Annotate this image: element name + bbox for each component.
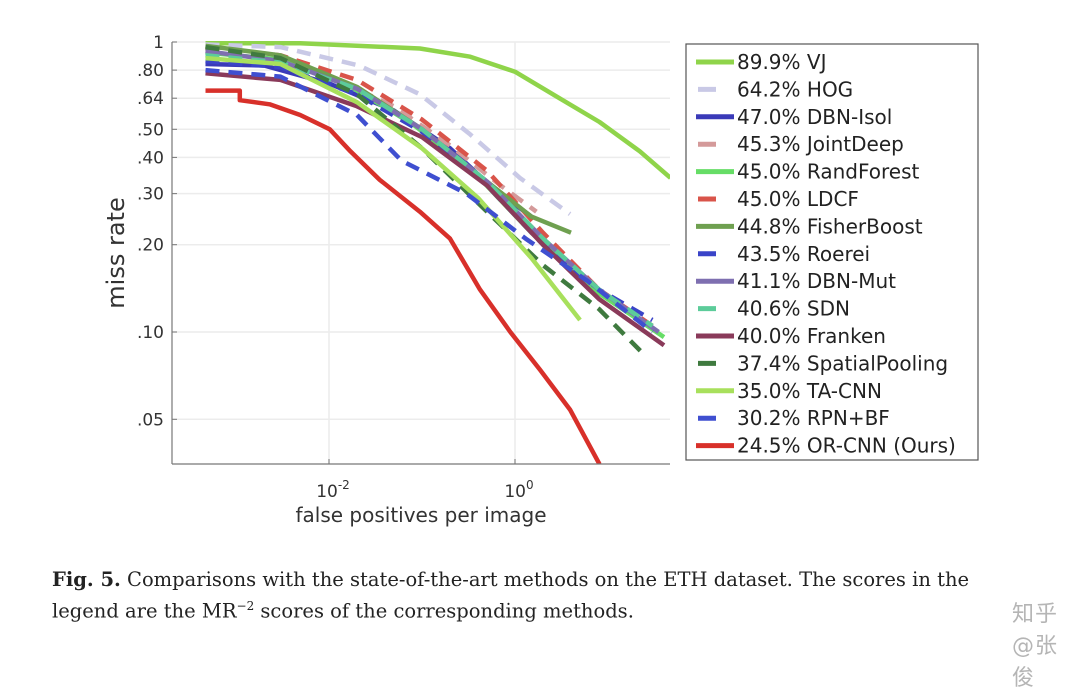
legend-score: 37.4%: [737, 351, 801, 375]
figure-caption: Fig. 5. Comparisons with the state-of-th…: [52, 566, 1042, 625]
legend-name: Franken: [801, 324, 886, 348]
legend-name: HOG: [801, 77, 854, 101]
series-line-or-cnn-ours: [205, 88, 602, 464]
watermark: 知乎 @张俊: [1012, 602, 1059, 691]
legend-score: 41.1%: [737, 269, 801, 293]
legend-entry: 24.5% OR-CNN (Ours): [737, 434, 956, 458]
legend-name: VJ: [801, 50, 827, 74]
caption-fig-label: Fig. 5.: [52, 568, 121, 591]
legend-entry: 45.0% LDCF: [737, 187, 859, 211]
legend-score: 30.2%: [737, 406, 801, 430]
y-tick-label: .64: [137, 89, 164, 109]
legend-name: Roerei: [801, 242, 871, 266]
legend-entry: 41.1% DBN-Mut: [737, 269, 896, 293]
legend-entry: 40.6% SDN: [737, 297, 850, 321]
caption-superscript: −2: [236, 599, 255, 613]
x-axis-label: false positives per image: [295, 503, 546, 527]
legend-entry: 89.9% VJ: [737, 50, 826, 74]
legend-entry: 40.0% Franken: [737, 324, 886, 348]
legend-score: 45.0%: [737, 160, 801, 184]
legend-score: 89.9%: [737, 50, 801, 74]
series-line-rpn-bf: [205, 67, 654, 334]
legend-score: 24.5%: [737, 434, 801, 458]
series-line-franken: [205, 71, 666, 348]
legend-score: 64.2%: [737, 77, 801, 101]
y-tick-label: .40: [137, 148, 164, 168]
legend-name: TA-CNN: [801, 379, 882, 403]
y-axis-label: miss rate: [102, 197, 130, 308]
legend-name: DBN-Mut: [801, 269, 897, 293]
legend-score: 40.6%: [737, 297, 801, 321]
legend-name: OR-CNN (Ours): [801, 434, 956, 458]
legend-entry: 45.0% RandForest: [737, 160, 920, 184]
series-line-vj: [205, 41, 670, 180]
legend-name: RPN+BF: [801, 406, 890, 430]
legend-entry: 47.0% DBN-Isol: [737, 105, 892, 129]
series-line-spatialpooling: [205, 44, 647, 358]
legend-entry: 35.0% TA-CNN: [737, 379, 882, 403]
legend-box: [685, 43, 979, 461]
series-line-ta-cnn: [205, 55, 582, 322]
x-tick-label: 100: [504, 478, 533, 502]
legend-name: DBN-Isol: [801, 105, 893, 129]
legend-entry: 45.3% JointDeep: [737, 132, 904, 156]
legend-name: SpatialPooling: [801, 351, 949, 375]
legend-name: SDN: [801, 297, 850, 321]
legend-entry: 43.5% Roerei: [737, 242, 870, 266]
legend-entry: 30.2% RPN+BF: [737, 406, 890, 430]
legend-name: RandForest: [801, 160, 920, 184]
legend-score: 45.3%: [737, 132, 801, 156]
y-tick-label: .50: [137, 120, 164, 140]
y-tick-label: .30: [137, 185, 164, 205]
legend-score: 35.0%: [737, 379, 801, 403]
series-layer: [205, 41, 670, 464]
legend-entry: 37.4% SpatialPooling: [737, 351, 948, 375]
caption-text: Comparisons with the state-of-the-art me…: [52, 568, 970, 623]
y-tick-label: .80: [137, 61, 164, 81]
legend-score: 43.5%: [737, 242, 801, 266]
series-line-hog: [205, 42, 572, 216]
legend-name: FisherBoost: [801, 214, 923, 238]
legend-score: 44.8%: [737, 214, 801, 238]
legend-name: JointDeep: [801, 132, 904, 156]
legend-score: 47.0%: [737, 105, 801, 129]
y-tick-label: 1: [153, 33, 164, 53]
y-tick-label: .10: [137, 323, 164, 343]
y-tick-label: .05: [137, 410, 164, 430]
legend-name: LDCF: [801, 187, 859, 211]
legend-score: 45.0%: [737, 187, 801, 211]
caption-text-end: scores of the corresponding methods.: [254, 599, 634, 623]
legend-entry: 44.8% FisherBoost: [737, 214, 923, 238]
x-tick-label: 10-2: [316, 478, 350, 502]
grid: [172, 41, 670, 464]
legend-entry: 64.2% HOG: [737, 77, 853, 101]
legend-score: 40.0%: [737, 324, 801, 348]
y-tick-label: .20: [137, 236, 164, 256]
